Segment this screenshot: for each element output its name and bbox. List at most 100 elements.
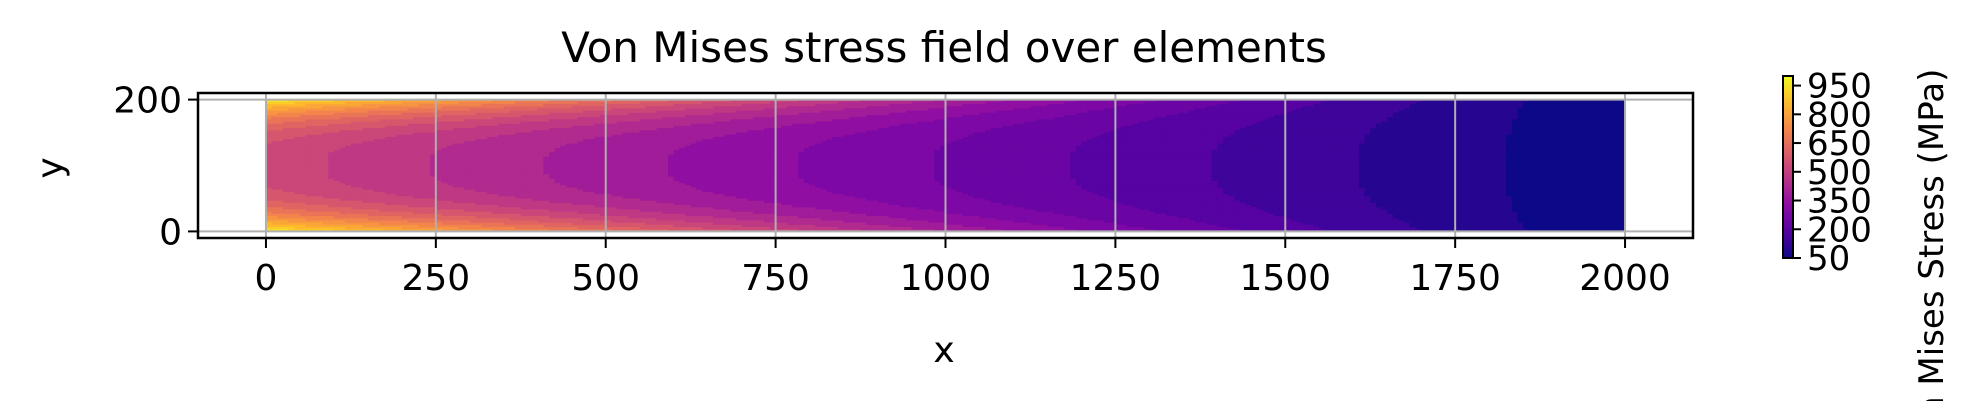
field-cell bbox=[384, 167, 392, 171]
field-cell bbox=[554, 136, 562, 140]
field-cell bbox=[735, 110, 743, 114]
field-cell bbox=[560, 185, 567, 189]
field-cell bbox=[730, 101, 737, 105]
field-cell bbox=[577, 139, 584, 142]
field-cell bbox=[702, 222, 709, 226]
field-cell bbox=[549, 224, 556, 228]
field-cell bbox=[588, 143, 595, 147]
field-cell bbox=[333, 205, 341, 208]
field-cell bbox=[679, 125, 686, 129]
field-cell bbox=[316, 172, 324, 175]
field-cell bbox=[424, 119, 431, 123]
field-cell bbox=[441, 198, 448, 202]
field-cell bbox=[350, 101, 358, 105]
field-cell bbox=[481, 136, 488, 140]
field-cell bbox=[724, 136, 731, 140]
field-cell bbox=[481, 185, 488, 189]
field-cell bbox=[311, 229, 318, 232]
field-cell bbox=[305, 101, 312, 105]
field-cell bbox=[594, 167, 601, 171]
field-cell bbox=[356, 213, 363, 217]
field-cell bbox=[367, 213, 375, 217]
field-cell bbox=[645, 110, 652, 114]
field-cell bbox=[583, 205, 590, 208]
field-cell bbox=[673, 216, 680, 219]
field-cell bbox=[605, 209, 612, 213]
field-cell bbox=[526, 163, 533, 167]
field-cell bbox=[639, 211, 646, 215]
field-cell bbox=[288, 167, 295, 171]
field-cell bbox=[526, 143, 533, 147]
field-cell bbox=[322, 145, 329, 149]
field-cell bbox=[724, 119, 731, 123]
field-cell bbox=[651, 103, 658, 107]
field-cell bbox=[600, 196, 607, 200]
field-cell bbox=[707, 150, 714, 153]
field-cell bbox=[588, 220, 595, 224]
field-cell bbox=[277, 143, 284, 147]
field-cell bbox=[458, 158, 465, 162]
field-cell bbox=[305, 141, 312, 145]
field-cell bbox=[503, 209, 511, 213]
field-cell bbox=[396, 161, 403, 164]
field-cell bbox=[288, 169, 295, 173]
field-cell bbox=[554, 200, 562, 204]
field-cell bbox=[447, 154, 454, 158]
field-cell bbox=[503, 167, 511, 171]
field-cell bbox=[730, 156, 737, 160]
field-cell bbox=[424, 194, 431, 197]
field-cell bbox=[668, 112, 675, 116]
field-cell bbox=[464, 207, 471, 211]
field-cell bbox=[611, 224, 618, 228]
field-cell bbox=[571, 194, 579, 197]
field-cell bbox=[441, 169, 448, 173]
field-cell bbox=[651, 218, 658, 222]
field-cell bbox=[277, 161, 284, 164]
field-cell bbox=[537, 174, 545, 178]
field-cell bbox=[656, 211, 663, 215]
field-cell bbox=[492, 154, 499, 158]
field-cell bbox=[356, 132, 363, 136]
field-cell bbox=[401, 134, 409, 138]
field-cell bbox=[634, 222, 641, 226]
field-cell bbox=[707, 125, 714, 129]
field-cell bbox=[600, 161, 607, 164]
field-cell bbox=[560, 150, 567, 153]
field-cell bbox=[424, 180, 431, 184]
field-cell bbox=[265, 143, 273, 147]
field-cell bbox=[486, 213, 494, 217]
field-cell bbox=[718, 99, 726, 103]
field-cell bbox=[645, 152, 652, 156]
field-cell bbox=[594, 198, 601, 202]
field-cell bbox=[634, 178, 641, 182]
field-cell bbox=[277, 110, 284, 114]
field-cell bbox=[724, 216, 731, 219]
field-cell bbox=[498, 211, 505, 215]
field-cell bbox=[690, 143, 697, 147]
field-cell bbox=[718, 216, 726, 219]
field-cell bbox=[294, 106, 301, 109]
field-cell bbox=[639, 99, 646, 103]
field-cell bbox=[628, 152, 635, 156]
field-cell bbox=[396, 132, 403, 136]
field-cell bbox=[622, 110, 629, 114]
field-cell bbox=[413, 134, 420, 138]
field-cell bbox=[577, 101, 584, 105]
field-cell bbox=[333, 163, 341, 167]
field-cell bbox=[305, 205, 312, 208]
field-cell bbox=[401, 139, 409, 142]
field-cell bbox=[430, 187, 437, 191]
field-cell bbox=[583, 176, 590, 180]
field-cell bbox=[634, 158, 641, 162]
field-cell bbox=[345, 141, 352, 145]
field-cell bbox=[447, 145, 454, 149]
field-cell bbox=[724, 154, 731, 158]
field-cell bbox=[696, 185, 703, 189]
field-cell bbox=[611, 123, 618, 127]
field-cell bbox=[339, 154, 346, 158]
field-cell bbox=[294, 187, 301, 191]
field-cell bbox=[537, 158, 545, 162]
field-cell bbox=[583, 169, 590, 173]
field-cell bbox=[430, 185, 437, 189]
field-cell bbox=[549, 132, 556, 136]
